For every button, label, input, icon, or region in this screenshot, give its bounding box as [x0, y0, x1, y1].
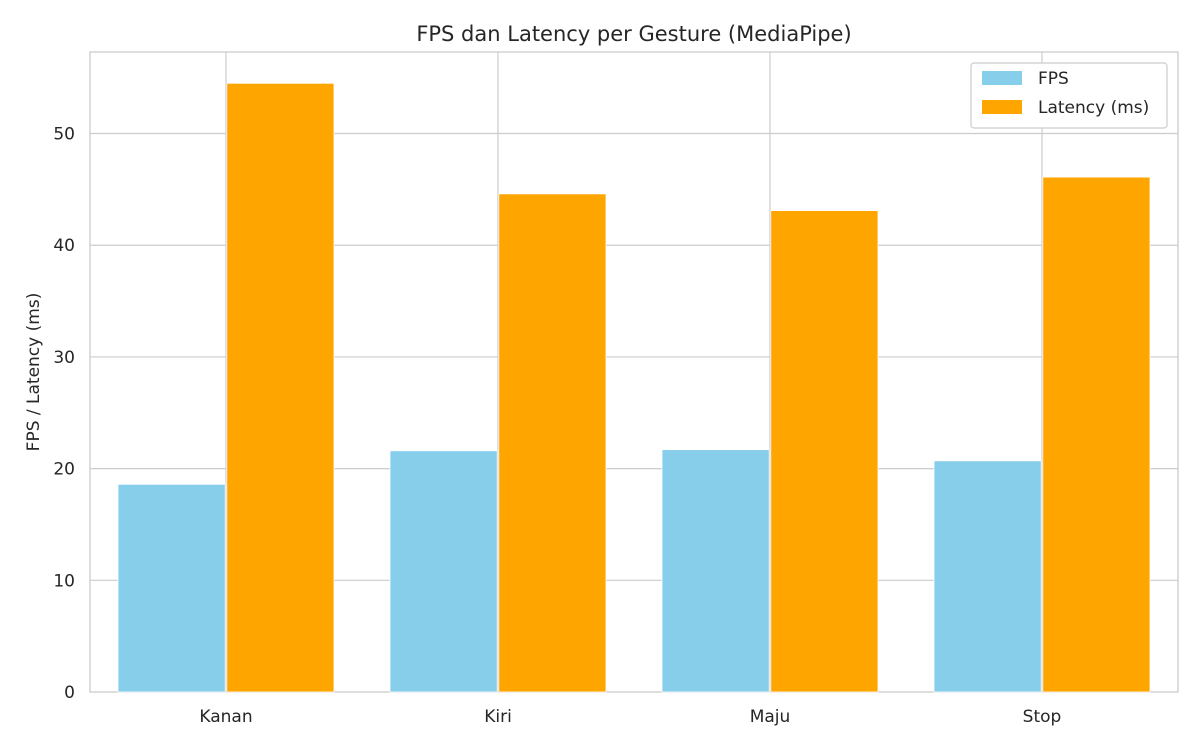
legend: FPS Latency (ms) — [970, 62, 1168, 129]
y-axis-title: FPS / Latency (ms) — [24, 293, 44, 452]
legend-label: FPS — [1038, 69, 1069, 89]
bar-latency-ms-kanan — [226, 82, 335, 693]
bar-latency-ms-kiri — [498, 193, 607, 693]
bar-latency-ms-maju — [770, 210, 879, 693]
bars — [117, 82, 1151, 693]
y-tick-label: 50 — [53, 125, 75, 145]
bar-fps-stop — [933, 460, 1042, 693]
x-axis-ticks: Kanan Kiri Maju Stop — [199, 707, 1061, 727]
legend-swatch — [982, 71, 1022, 85]
x-tick-label: Kanan — [199, 707, 252, 727]
bar-latency-ms-stop — [1042, 176, 1151, 693]
y-tick-label: 40 — [53, 236, 75, 256]
chart-title: FPS dan Latency per Gesture (MediaPipe) — [416, 22, 851, 46]
y-tick-label: 20 — [53, 460, 75, 480]
y-axis-ticks: 0 10 20 30 40 50 — [53, 125, 75, 703]
legend-label: Latency (ms) — [1038, 98, 1149, 118]
x-tick-label: Kiri — [484, 707, 512, 727]
bar-fps-kanan — [117, 483, 226, 693]
legend-swatch — [982, 100, 1022, 114]
y-tick-label: 10 — [53, 571, 75, 591]
x-tick-label: Stop — [1023, 707, 1062, 727]
y-tick-label: 0 — [64, 683, 75, 703]
bar-fps-kiri — [389, 450, 498, 693]
y-tick-label: 30 — [53, 348, 75, 368]
x-tick-label: Maju — [750, 707, 791, 727]
bar-fps-maju — [661, 449, 770, 693]
